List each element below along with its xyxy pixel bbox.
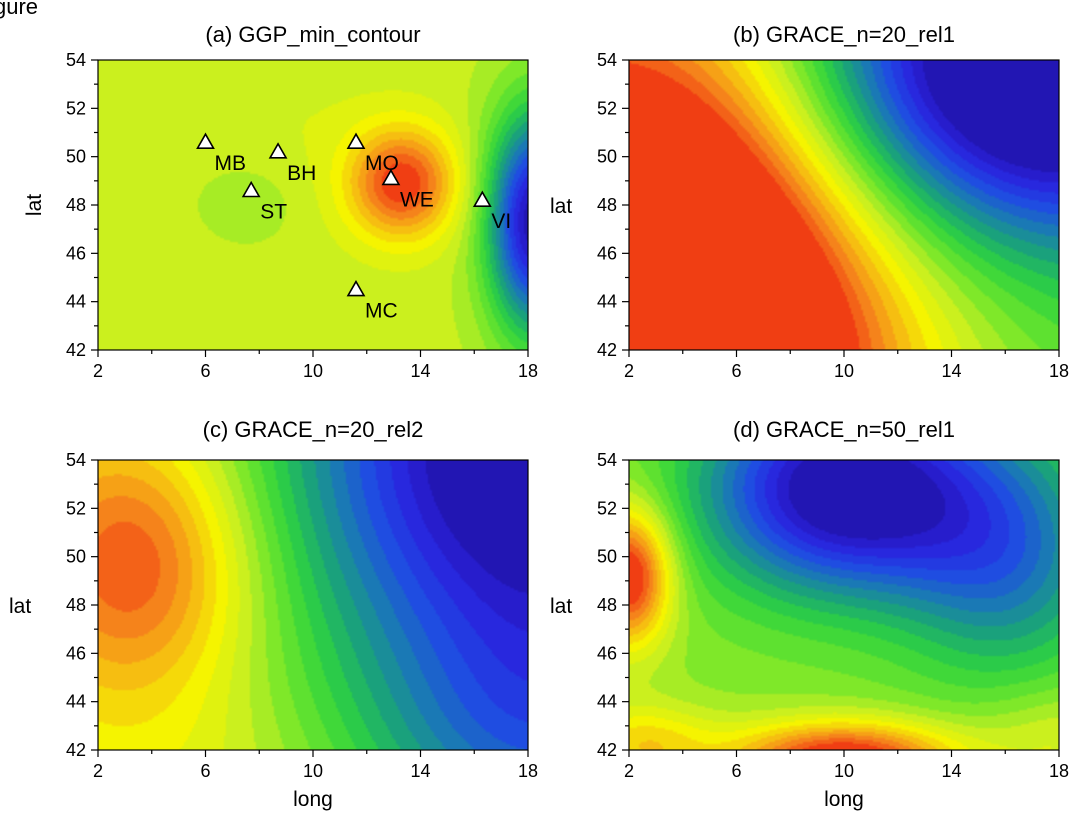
panel-c-ytick-label-0: 42 bbox=[66, 740, 86, 760]
panel-b-xtick-label-2: 10 bbox=[834, 361, 854, 381]
panel-b-ytick-label-6: 54 bbox=[597, 50, 617, 70]
panel-a-xtick-label-4: 18 bbox=[518, 361, 538, 381]
panel-d-ytick-label-0: 42 bbox=[597, 740, 617, 760]
station-label-st: ST bbox=[260, 201, 287, 224]
panel-a-ytick-label-5: 52 bbox=[66, 98, 86, 118]
panel-b-ylabel: lat bbox=[550, 195, 572, 218]
panel-c-ylabel: lat bbox=[9, 595, 31, 618]
panel-a-ytick-label-6: 54 bbox=[66, 50, 86, 70]
panel-a-xtick-label-1: 6 bbox=[200, 361, 210, 381]
panel-c-ytick-label-1: 44 bbox=[66, 692, 86, 712]
panel-d-xtick-label-0: 2 bbox=[624, 761, 634, 781]
panel-b-ticks: 2 6 10 14 18 42 44 46 48 50 52 54 bbox=[597, 50, 1069, 381]
panel-a-ylabel: lat bbox=[23, 194, 46, 216]
panel-a: (a) GGP_min_contour lat 2 6 10 14 18 42 44 46 48… bbox=[23, 22, 538, 381]
panel-d-xlabel: long bbox=[824, 788, 864, 811]
panel-d-ytick-label-3: 48 bbox=[597, 595, 617, 615]
panel-b-xtick-label-1: 6 bbox=[731, 361, 741, 381]
station-marker-st bbox=[241, 180, 261, 198]
panel-d-xtick-label-4: 18 bbox=[1049, 761, 1069, 781]
panel-c-ytick-label-3: 48 bbox=[66, 595, 86, 615]
panel-b-ytick-label-5: 52 bbox=[597, 98, 617, 118]
panel-b-xtick-label-3: 14 bbox=[941, 361, 961, 381]
panel-d: (d) GRACE_n=50_rel1 lat long 2 6 10 14 18 42 4… bbox=[550, 417, 1069, 811]
panel-b-ytick-label-1: 44 bbox=[597, 292, 617, 312]
panel-d-title: (d) GRACE_n=50_rel1 bbox=[733, 417, 955, 442]
station-label-vi: VI bbox=[491, 210, 511, 233]
panel-d-xtick-label-1: 6 bbox=[731, 761, 741, 781]
panel-b-xtick-label-4: 18 bbox=[1049, 361, 1069, 381]
station-marker-mo bbox=[346, 132, 366, 149]
panel-d-xtick-label-2: 10 bbox=[834, 761, 854, 781]
panel-c-xtick-label-3: 14 bbox=[410, 761, 430, 781]
panel-d-ytick-label-4: 50 bbox=[597, 547, 617, 567]
station-label-we: WE bbox=[400, 188, 434, 211]
panel-a-xtick-label-2: 10 bbox=[303, 361, 323, 381]
panel-a-xtick-label-0: 2 bbox=[93, 361, 103, 381]
panel-d-ylabel: lat bbox=[550, 595, 572, 618]
panel-c-xtick-label-4: 18 bbox=[518, 761, 538, 781]
panel-c-ytick-label-2: 46 bbox=[66, 643, 86, 663]
panel-a-title: (a) GGP_min_contour bbox=[205, 22, 420, 47]
panel-b-ytick-label-0: 42 bbox=[597, 340, 617, 360]
panel-b-heatmap bbox=[629, 60, 1059, 350]
station-label-bh: BH bbox=[287, 162, 316, 185]
panel-c-heatmap bbox=[98, 460, 528, 750]
panel-c-title: (c) GRACE_n=20_rel2 bbox=[203, 417, 424, 442]
panel-a-ytick-label-4: 50 bbox=[66, 147, 86, 167]
panel-a-xtick-label-3: 14 bbox=[410, 361, 430, 381]
panel-b-ytick-label-4: 50 bbox=[597, 147, 617, 167]
panel-c-ytick-label-5: 52 bbox=[66, 498, 86, 518]
panel-a-ytick-label-2: 46 bbox=[66, 243, 86, 263]
panel-c: (c) GRACE_n=20_rel2 lat long 2 6 10 14 18 42 4… bbox=[9, 417, 538, 811]
panel-b: (b) GRACE_n=20_rel1 lat 2 6 10 14 18 42 44 46 48… bbox=[550, 22, 1069, 381]
panel-c-ytick-label-4: 50 bbox=[66, 547, 86, 567]
station-marker-vi bbox=[472, 190, 492, 207]
station-marker-mb bbox=[196, 132, 215, 149]
panel-c-xtick-label-0: 2 bbox=[93, 761, 103, 781]
panel-c-xtick-label-2: 10 bbox=[303, 761, 323, 781]
station-label-mb: MB bbox=[215, 152, 247, 175]
panel-b-xtick-label-0: 2 bbox=[624, 361, 634, 381]
panel-d-ytick-label-1: 44 bbox=[597, 692, 617, 712]
panel-c-xtick-label-1: 6 bbox=[200, 761, 210, 781]
panel-d-ytick-label-6: 54 bbox=[597, 450, 617, 470]
panel-c-ytick-label-6: 54 bbox=[66, 450, 86, 470]
station-marker-bh bbox=[268, 142, 288, 159]
panel-d-ytick-label-5: 52 bbox=[597, 498, 617, 518]
panel-c-ticks: 2 6 10 14 18 42 44 46 48 50 52 54 bbox=[66, 450, 538, 781]
panel-a-heatmap bbox=[98, 60, 528, 350]
station-marker-we bbox=[381, 168, 401, 186]
panel-d-xtick-label-3: 14 bbox=[941, 761, 961, 781]
panel-a-ytick-label-3: 48 bbox=[66, 195, 86, 215]
figure-caption-fragment: gure bbox=[0, 0, 38, 19]
panel-d-ytick-label-2: 46 bbox=[597, 643, 617, 663]
panel-c-xlabel: long bbox=[293, 788, 333, 811]
panel-b-title: (b) GRACE_n=20_rel1 bbox=[733, 22, 955, 47]
panel-b-ytick-label-2: 46 bbox=[597, 243, 617, 263]
panel-d-heatmap bbox=[629, 460, 1059, 750]
station-label-mo: MO bbox=[365, 152, 399, 175]
station-marker-mc bbox=[346, 279, 366, 297]
panel-a-ytick-label-0: 42 bbox=[66, 340, 86, 360]
panel-d-ticks: 2 6 10 14 18 42 44 46 48 50 52 54 bbox=[597, 450, 1069, 781]
panel-a-ticks: 2 6 10 14 18 42 44 46 48 50 52 54 bbox=[66, 50, 538, 381]
station-label-mc: MC bbox=[365, 300, 398, 323]
panel-a-ytick-label-1: 44 bbox=[66, 292, 86, 312]
panel-b-ytick-label-3: 48 bbox=[597, 195, 617, 215]
